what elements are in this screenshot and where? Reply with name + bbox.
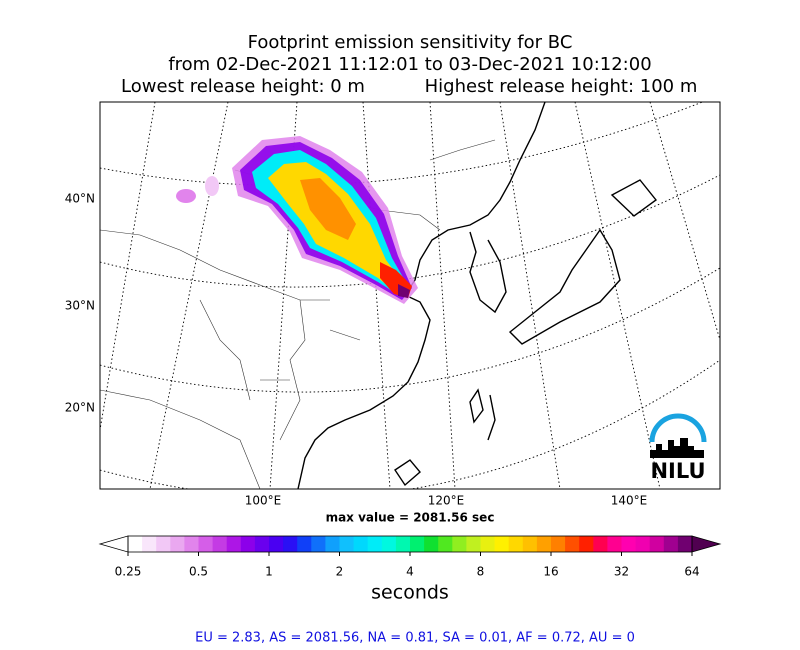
colorbar-bin: [325, 536, 340, 552]
colorbar-bin: [198, 536, 214, 552]
colorbar-bin: [494, 536, 510, 552]
colorbar-bin: [593, 536, 608, 552]
colorbar-bin: [283, 536, 298, 552]
coastline: [508, 228, 621, 345]
plume: [176, 189, 196, 203]
colorbar-bin: [579, 536, 594, 552]
title: Footprint emission sensitivity for BC: [248, 32, 573, 53]
colorbar-tick-label: 16: [543, 565, 558, 579]
colorbar-bin: [635, 536, 651, 552]
coastline: [469, 231, 507, 314]
coastline: [297, 102, 546, 489]
colorbar-bin: [212, 536, 228, 552]
colorbar-bin: [395, 536, 411, 552]
colorbar-bin: [353, 536, 369, 552]
colorbar-bin: [508, 536, 524, 552]
colorbar-bin: [170, 536, 185, 552]
colorbar-bin: [607, 536, 622, 552]
lon-label: 140°E: [611, 494, 648, 508]
footer: EU = 2.83, AS = 2081.56, NA = 0.81, SA =…: [195, 631, 635, 646]
colorbar-bin: [649, 536, 665, 552]
colorbar-tick-label: 2: [336, 565, 344, 579]
colorbar-bin: [480, 536, 496, 552]
colorbar-extend: [691, 535, 722, 553]
colorbar-label: seconds: [371, 582, 449, 604]
colorbar-bin: [254, 536, 270, 552]
colorbar-bin: [522, 536, 538, 552]
colorbar-bin: [438, 536, 453, 552]
colorbar-tick-label: 8: [477, 565, 485, 579]
colorbar-bin: [621, 536, 637, 552]
lon-label: 120°E: [428, 494, 465, 508]
colorbar-bin: [466, 536, 481, 552]
colorbar-tick-label: 64: [684, 565, 699, 579]
lowest-release: Lowest release height: 0 m: [121, 76, 365, 97]
colorbar-bin: [269, 536, 284, 552]
colorbar-bin: [381, 536, 397, 552]
colorbar-bin: [367, 536, 383, 552]
coastline: [394, 179, 658, 487]
colorbar-tick-label: 0.25: [115, 565, 142, 579]
colorbar-bin: [142, 536, 157, 552]
map: [100, 102, 720, 489]
max-value: max value = 2081.56 sec: [326, 511, 495, 525]
colorbar-bin: [128, 536, 143, 552]
lat-label: 40°N: [65, 192, 95, 206]
highest-release: Highest release height: 100 m: [425, 76, 698, 97]
map-frame: [99, 101, 721, 490]
colorbar-bin: [156, 536, 171, 552]
colorbar-extend: [98, 535, 129, 553]
colorbar-bin: [311, 536, 326, 552]
colorbar-bin: [663, 536, 679, 552]
colorbar: 0.25 0.5 1 2 4 8 16 32 64: [98, 535, 722, 579]
lat-label: 20°N: [65, 401, 95, 415]
colorbar-tick-label: 1: [265, 565, 273, 579]
lat-label: 30°N: [65, 299, 95, 313]
colorbar-bin: [677, 536, 693, 552]
plume: [398, 284, 410, 298]
colorbar-bin: [424, 536, 439, 552]
colorbar-bin: [240, 536, 256, 552]
colorbar-bin: [339, 536, 355, 552]
period: from 02-Dec-2021 11:12:01 to 03-Dec-2021…: [168, 54, 651, 75]
colorbar-tick-label: 32: [614, 565, 629, 579]
colorbar-tick-label: 0.5: [189, 565, 208, 579]
colorbar-bin: [452, 536, 467, 552]
colorbar-bin: [551, 536, 566, 552]
colorbar-bin: [184, 536, 199, 552]
plume: [300, 178, 356, 240]
logo-skyline: [650, 438, 704, 458]
logo-text: NILU: [650, 459, 705, 483]
colorbar-bin: [297, 536, 312, 552]
colorbar-tick-label: 4: [406, 565, 414, 579]
colorbar-bin: [536, 536, 552, 552]
colorbar-bin: [565, 536, 580, 552]
colorbar-bin: [410, 536, 425, 552]
colorbar-bin: [226, 536, 242, 552]
graticule: [100, 102, 720, 489]
plume: [205, 176, 219, 196]
logo-arc: [649, 413, 707, 443]
lon-label: 100°E: [245, 494, 282, 508]
